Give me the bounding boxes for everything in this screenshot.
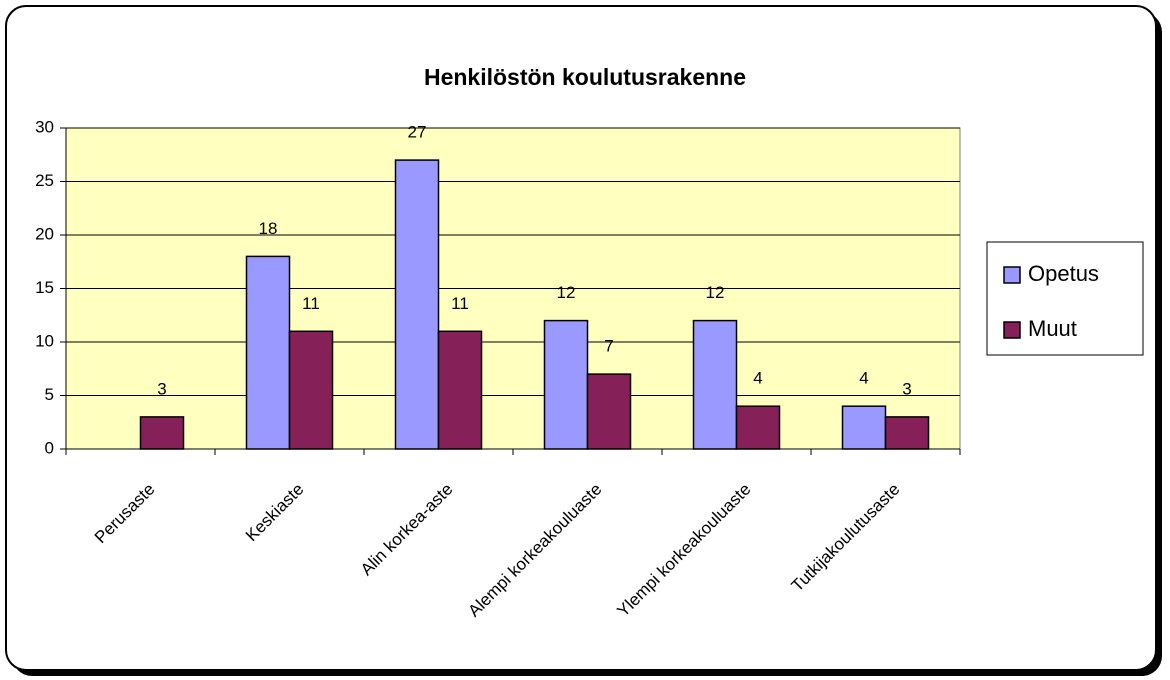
value-label: 3 [157,379,166,398]
y-tick-label: 15 [35,278,54,297]
y-tick-label: 30 [35,117,54,136]
value-label: 7 [604,337,613,356]
bar [586,373,632,450]
value-label: 18 [259,219,278,238]
bar [437,330,483,450]
value-label: 27 [408,123,427,142]
legend-label: Opetus [1028,261,1099,286]
bar [841,405,887,450]
legend-swatch [1003,266,1021,284]
y-tick-label: 10 [35,331,54,350]
value-label: 4 [859,369,868,388]
bar [139,416,185,450]
legend-swatch [1003,321,1021,339]
bar [288,330,334,450]
legend-label: Muut [1028,316,1077,341]
y-tick-label: 0 [45,438,54,457]
value-label: 12 [706,283,725,302]
value-label: 3 [902,379,911,398]
bar [884,416,930,450]
bar [735,405,781,450]
bar [245,255,291,450]
bar [394,159,440,450]
bar [692,319,738,450]
y-tick-label: 20 [35,224,54,243]
value-label: 12 [557,283,576,302]
y-tick-label: 5 [45,385,54,404]
chart-title: Henkilöstön koulutusrakenne [424,64,746,90]
value-label: 11 [451,294,469,313]
bar [543,319,589,450]
value-label: 11 [302,294,320,313]
value-label: 4 [753,369,762,388]
y-tick-label: 25 [35,171,54,190]
